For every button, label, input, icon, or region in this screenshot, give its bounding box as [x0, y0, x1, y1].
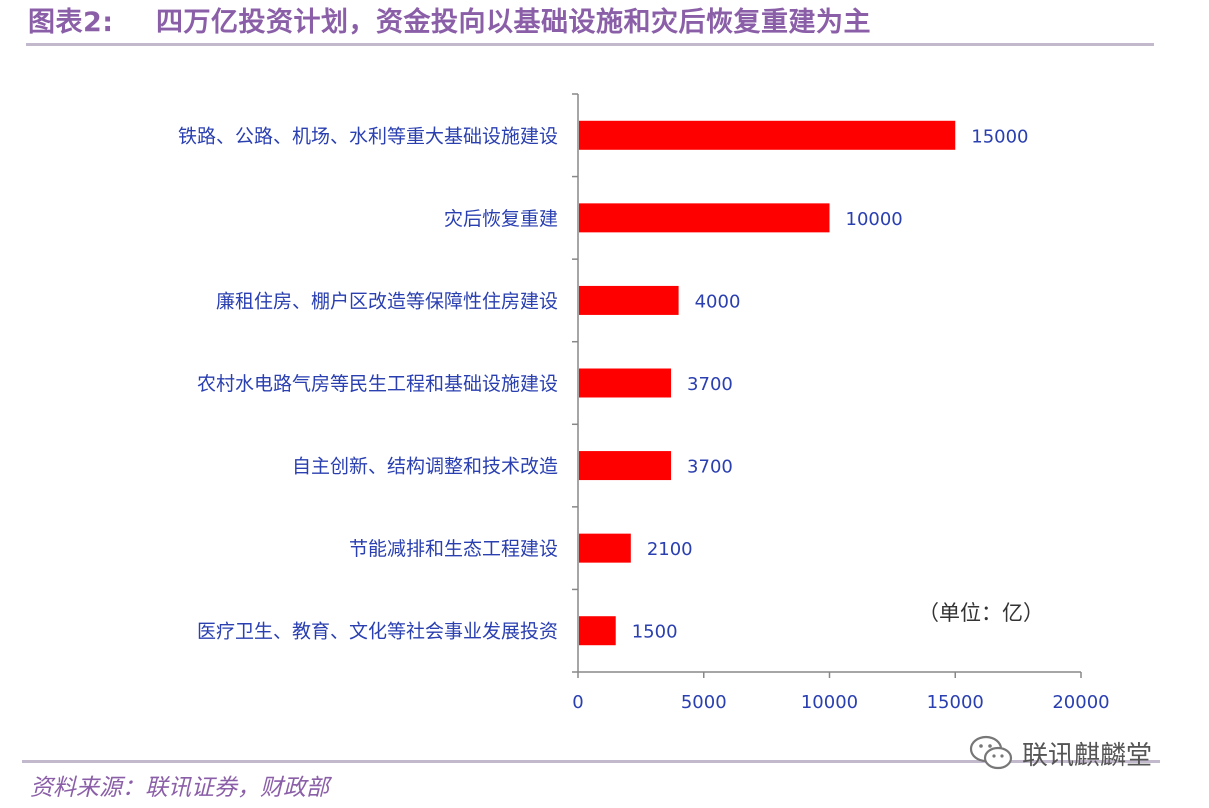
- category-label: 节能减排和生态工程建设: [349, 538, 558, 560]
- bar: [579, 616, 616, 646]
- chart-title: 图表2: 四万亿投资计划，资金投向以基础设施和灾后恢复重建为主: [28, 4, 1168, 42]
- category-label: 灾后恢复重建: [444, 208, 558, 230]
- wechat-icon: [969, 735, 1013, 770]
- value-label: 3700: [687, 457, 733, 478]
- x-tick-label: 0: [572, 692, 583, 713]
- watermark-text: 联讯麒麟堂: [1022, 740, 1153, 771]
- watermark: 联讯麒麟堂: [968, 733, 1152, 773]
- category-label: 医疗卫生、教育、文化等社会事业发展投资: [197, 621, 558, 643]
- chart-bars: [579, 120, 956, 646]
- bar: [579, 120, 956, 150]
- value-label: 1500: [632, 622, 678, 643]
- category-label: 农村水电路气房等民生工程和基础设施建设: [197, 373, 558, 395]
- x-tick-label: 5000: [681, 692, 727, 713]
- bar: [579, 368, 672, 398]
- bar: [579, 533, 631, 563]
- title-divider: [26, 43, 1154, 46]
- x-tick-label: 15000: [927, 692, 984, 713]
- value-label: 4000: [695, 291, 741, 312]
- x-tick-label: 20000: [1052, 692, 1109, 713]
- chart-title-prefix: 图表2:: [28, 7, 114, 38]
- value-label: 15000: [971, 126, 1028, 147]
- source-note: 资料来源：联讯证券，财政部: [30, 775, 329, 801]
- bar-chart: 0 5000 10000 15000 20000 铁路、公路、机场、水利等重大基础设施建设…: [178, 93, 1110, 713]
- category-label: 自主创新、结构调整和技术改造: [292, 456, 558, 478]
- footer-divider: [22, 760, 1160, 763]
- chart-labels: 0 5000 10000 15000 20000 铁路、公路、机场、水利等重大基础设施建设…: [178, 125, 1110, 713]
- category-label: 廉租住房、棚户区改造等保障性住房建设: [216, 290, 558, 312]
- value-label: 2100: [647, 539, 693, 560]
- bar: [579, 451, 672, 481]
- bar: [579, 203, 830, 233]
- bar: [579, 285, 679, 315]
- unit-note: （单位：亿）: [918, 601, 1044, 625]
- chart-axes: [572, 93, 1082, 678]
- value-label: 3700: [687, 374, 733, 395]
- chart-title-text: 四万亿投资计划，资金投向以基础设施和灾后恢复重建为主: [156, 7, 871, 38]
- value-label: 10000: [846, 209, 903, 230]
- x-tick-label: 10000: [801, 692, 858, 713]
- category-label: 铁路、公路、机场、水利等重大基础设施建设: [178, 125, 558, 147]
